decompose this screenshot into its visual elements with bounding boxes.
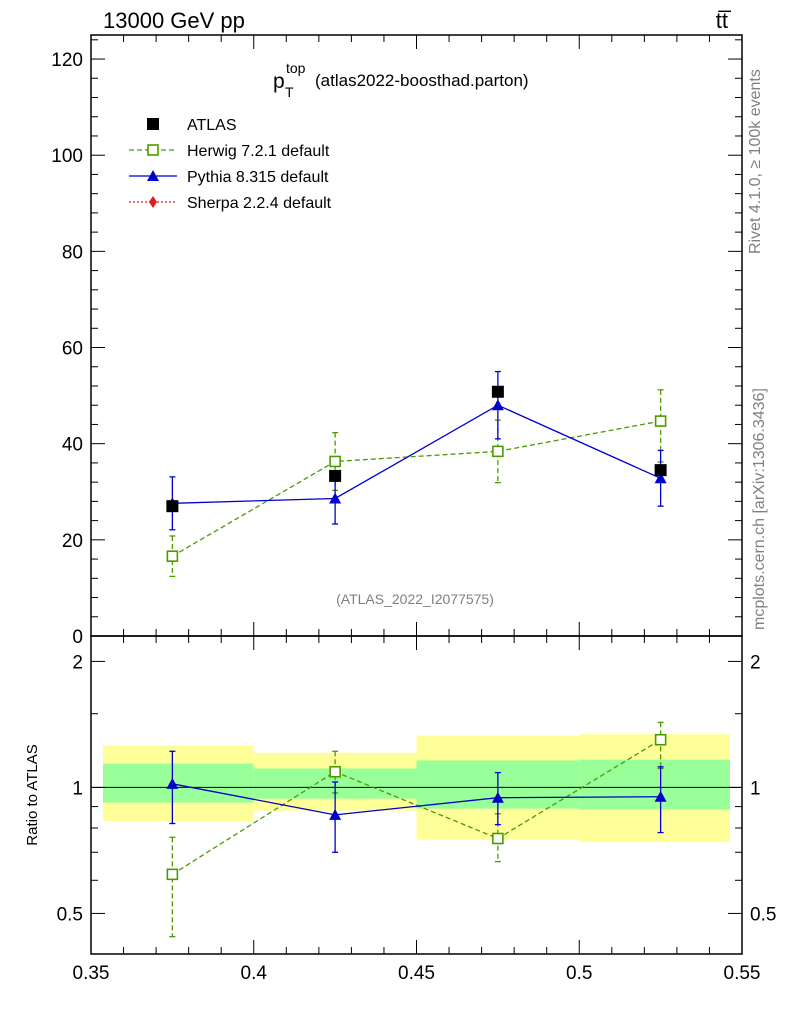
data-point (329, 808, 342, 820)
ratio-band-inner (103, 763, 254, 803)
main-y-tick-label: 20 (62, 531, 83, 552)
series-atlas (166, 385, 667, 513)
legend-item: Herwig 7.2.1 default (129, 143, 330, 160)
ratio-y-tick-label: 0.5 (57, 904, 83, 925)
title-subscript: T (285, 84, 294, 100)
series-line (172, 783, 661, 816)
data-point (329, 469, 342, 482)
ratio-x-tick-label: 0.35 (73, 963, 110, 984)
data-point (166, 500, 179, 513)
data-point (329, 492, 342, 504)
ratio-x-tick-label: 0.45 (398, 963, 435, 984)
data-point (492, 445, 504, 458)
legend-marker (147, 170, 159, 181)
energy-label: 13000 GeV pp (103, 8, 245, 33)
ratio-x-tick-label: 0.5 (566, 963, 592, 984)
title-variable: p (273, 70, 285, 93)
main-y-tick-label: 80 (62, 242, 83, 263)
title-superscript: top (286, 60, 306, 76)
plot-title: p top T (atlas2022-boosthad.parton) (273, 60, 529, 100)
data-point (491, 385, 504, 398)
ratio-y-tick-label: 1 (72, 778, 83, 799)
data-point (654, 733, 667, 746)
main-y-tick-label: 120 (51, 50, 83, 71)
series-line (172, 739, 661, 875)
legend-marker (149, 196, 157, 208)
ratio-y-tick-label-right: 2 (750, 652, 761, 673)
ratio-ylabel: Ratio to ATLAS (24, 744, 41, 845)
legend-marker (147, 118, 159, 130)
data-point (654, 790, 667, 802)
main-y-tick-label: 100 (51, 146, 83, 167)
ratio-band-inner (579, 759, 730, 810)
main-y-tick-label: 0 (72, 627, 83, 648)
legend-item: Pythia 8.315 default (129, 169, 329, 186)
mcplots-label: mcplots.cern.ch [arXiv:1306.3436] (751, 388, 768, 630)
main-y-tick-label: 60 (62, 339, 83, 360)
data-point (491, 791, 504, 803)
data-point (654, 415, 667, 427)
ratio-y-tick-label-right: 1 (750, 778, 761, 799)
legend-item: Sherpa 2.2.4 default (129, 195, 332, 212)
data-point (329, 455, 341, 468)
title-analysis: (atlas2022-boosthad.parton) (315, 71, 529, 90)
legend-label: Herwig 7.2.1 default (187, 143, 330, 160)
series-pythia (166, 370, 667, 531)
ratio-y-tick-label-right: 0.5 (750, 904, 776, 925)
main-axis-ticks: 0 20 40 60 80 100 120 (51, 35, 743, 648)
ratio-axis-ticks: 0.5 0.5 1 1 2 2 0.35 0.4 0.45 0.5 0.55 (57, 636, 776, 984)
data-point (166, 777, 179, 789)
data-point (492, 832, 504, 845)
series-line (172, 404, 661, 504)
series-herwig (166, 389, 667, 578)
legend-label: ATLAS (187, 117, 237, 134)
rivet-label: Rivet 4.1.0, ≥ 100k events (747, 69, 764, 254)
data-point (166, 550, 179, 562)
legend: ATLAS Herwig 7.2.1 default Pythia 8.315 de… (129, 117, 332, 212)
data-point (166, 868, 179, 881)
legend-item: ATLAS (147, 117, 237, 134)
ratio-x-tick-label: 0.4 (241, 963, 268, 984)
legend-label: Sherpa 2.2.4 default (187, 195, 332, 212)
data-point (491, 399, 504, 411)
analysis-watermark: (ATLAS_2022_I2077575) (336, 591, 494, 607)
ratio-y-tick-label: 2 (72, 652, 83, 673)
main-series-layer (166, 370, 667, 578)
legend-marker (147, 144, 159, 156)
data-point (654, 472, 667, 484)
legend-label: Pythia 8.315 default (187, 169, 329, 186)
main-y-tick-label: 40 (62, 435, 83, 456)
data-point (654, 464, 667, 477)
ratio-x-tick-label: 0.55 (724, 963, 761, 984)
process-label: tt̅ (716, 8, 732, 33)
series-pythia (166, 750, 667, 853)
data-point (329, 765, 341, 778)
series-line (172, 420, 661, 557)
ratio-series-layer (166, 721, 667, 938)
